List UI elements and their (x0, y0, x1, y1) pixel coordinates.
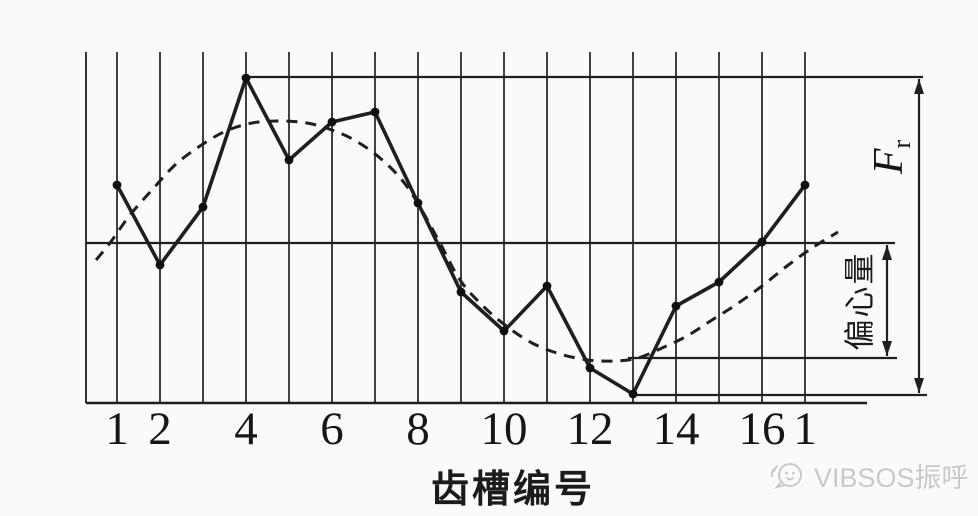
data-point-dot (628, 389, 638, 399)
x-tick-label: 8 (406, 403, 430, 455)
fr-dimension-line (914, 79, 924, 393)
eccentricity-dashed-curve (94, 119, 839, 363)
x-tick-label: 16 (738, 403, 786, 455)
chat-mascot-icon (770, 463, 802, 489)
eccentricity-dimension-line (882, 245, 892, 356)
x-tick-label: 12 (566, 403, 614, 455)
x-tick-label: 1 (793, 403, 817, 455)
arrowhead-down (914, 378, 924, 393)
data-point-dot (714, 277, 724, 287)
data-point-dot (585, 363, 595, 373)
data-point-dot (413, 198, 423, 208)
x-axis-title: 齿槽编号 (430, 469, 596, 511)
arrowhead-up (914, 79, 924, 94)
x-tick-label: 14 (652, 403, 700, 455)
data-point-dot (198, 202, 208, 212)
data-point-dot (284, 155, 294, 165)
x-tick-label: 10 (480, 403, 528, 455)
watermark-text: VIBSOS振呼 (814, 462, 969, 493)
fr-symbol: F (866, 148, 912, 175)
data-point-dot (800, 180, 810, 190)
gridlines-group (85, 52, 806, 403)
x-tick-label: 6 (320, 403, 344, 455)
data-point-dot (241, 73, 251, 83)
reference-lines-group (86, 75, 927, 405)
fr-annotation-label: Fr (866, 140, 916, 175)
eccentricity-annotation-label: 偏心量 (842, 251, 878, 351)
arrowhead-up (882, 245, 892, 260)
data-point-dot (112, 180, 122, 190)
data-point-dot (671, 301, 681, 311)
data-point-dot (370, 107, 380, 117)
data-point-dot (327, 117, 337, 127)
data-point-markers (112, 73, 810, 399)
data-point-dot (155, 260, 165, 270)
data-point-dot (456, 287, 466, 297)
x-tick-label: 4 (234, 403, 258, 455)
data-point-dot (757, 237, 767, 247)
watermark: VIBSOS振呼 (768, 455, 969, 495)
arrowhead-down (882, 341, 892, 356)
x-tick-label: 1 (105, 403, 129, 455)
data-point-dot (542, 281, 552, 291)
data-point-dot (499, 326, 509, 336)
x-tick-label: 2 (148, 403, 172, 455)
fr-subscript: r (887, 139, 916, 149)
